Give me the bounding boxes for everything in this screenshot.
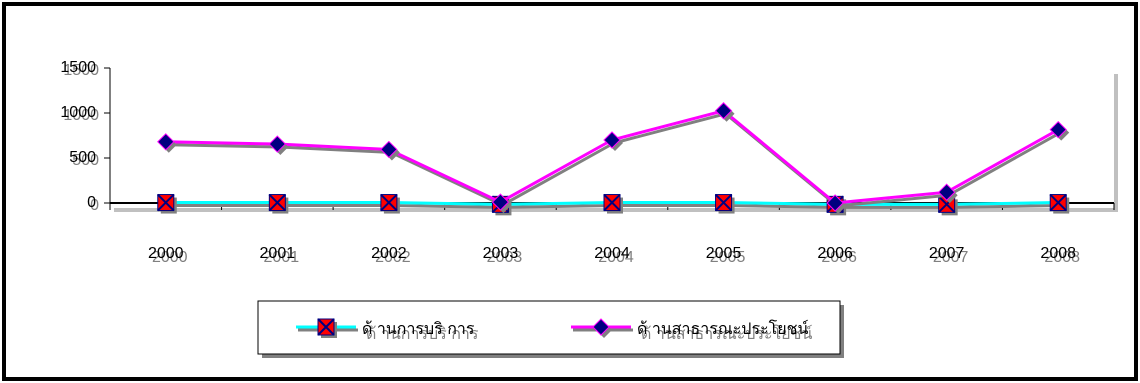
series-1-point-2006: [826, 194, 844, 212]
x-tick-label-shadow: 2002: [375, 249, 411, 266]
legend-label-shadow: ด้ านสาธารณะประโยชน์: [641, 324, 813, 343]
series-0-point-2005-x: [714, 193, 733, 212]
legend-label: ด้ านสาธารณะประโยชน์: [637, 319, 809, 338]
legend-box: [257, 300, 841, 355]
series-0-point-2000-x: [157, 193, 175, 212]
x-tick-label: 2001: [260, 245, 296, 262]
x-tick-label: 2000: [148, 245, 184, 262]
y-tick-label: 500: [69, 149, 96, 166]
x-tick-label-shadow: 2006: [821, 249, 857, 266]
legend-label: ด้ านการบริ การ: [362, 320, 475, 338]
legend-label-shadow: ด้ านการบริ การ: [366, 325, 479, 343]
x-tick-label-shadow: 2000: [152, 249, 188, 266]
series-1-point-2002: [380, 140, 398, 159]
series-1-point-2005: [714, 102, 733, 120]
series-1-point-2001: [268, 135, 287, 153]
series-0-point-2002-x: [380, 193, 398, 212]
legend-swatch-marker-x: [317, 318, 335, 336]
series-0-point-2001-x: [268, 193, 287, 212]
x-tick-label-shadow: 2001: [264, 249, 300, 266]
series-1-point-2003: [491, 193, 510, 211]
x-tick-label: 2004: [594, 245, 630, 262]
y-tick-label-shadow: 1000: [63, 107, 99, 124]
y-tick-label-shadow: 500: [72, 152, 99, 169]
series-0-point-2008-x: [1049, 193, 1067, 212]
y-tick-label-shadow: 1500: [63, 62, 99, 79]
x-tick-label: 2006: [817, 245, 853, 262]
x-tick-label: 2007: [929, 245, 965, 262]
x-tick-label-shadow: 2003: [487, 249, 523, 266]
x-tick-label: 2002: [371, 245, 407, 262]
series-1: [157, 102, 1070, 214]
y-tick-label: 1500: [60, 59, 96, 76]
x-tick-label-shadow: 2008: [1044, 249, 1080, 266]
x-tick-label-shadow: 2007: [933, 249, 969, 266]
legend-item-1: ด้ านสาธารณะประโยชน์ด้ านสาธารณะประโยชน์: [571, 318, 813, 343]
x-tick-label: 2005: [706, 245, 742, 262]
x-tick-label-shadow: 2004: [598, 249, 634, 266]
legend-swatch-marker: [592, 318, 610, 336]
x-tick-label: 2003: [483, 245, 519, 262]
series-1-point-2007: [937, 183, 956, 201]
y-tick-label-shadow: 0: [90, 197, 99, 214]
x-tick-label-shadow: 2005: [710, 249, 746, 266]
series-layer: [157, 102, 1070, 216]
series-1-point-2004: [603, 131, 621, 149]
y-tick-label: 1000: [60, 104, 96, 121]
x-tick-label: 2008: [1040, 245, 1076, 262]
series-1-point-2008: [1049, 120, 1067, 139]
y-tick-label: 0: [87, 194, 96, 211]
series-1-point-2000: [157, 133, 175, 151]
series-0-point-2004-x: [603, 193, 621, 212]
